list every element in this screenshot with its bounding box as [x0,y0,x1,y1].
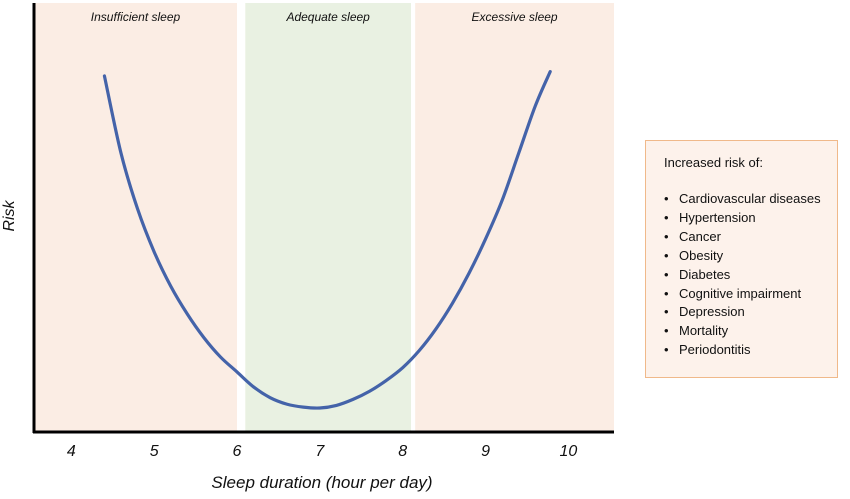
risk-item-cardiovascular: Cardiovascular diseases [664,190,827,209]
x-axis-label: Sleep duration (hour per day) [211,473,432,492]
region-excessive-sleep [415,3,614,432]
x-tick-label-8: 8 [398,443,407,460]
region-insufficient-sleep [34,3,237,432]
risk-item-periodontitis: Periodontitis [664,341,827,360]
x-tick-label-6: 6 [233,443,242,460]
y-axis-label: Risk [1,199,18,231]
sleep-risk-chart: Insufficient sleep Adequate sleep Excessiv… [0,0,850,494]
risk-item-hypertension: Hypertension [664,209,827,228]
risk-item-diabetes: Diabetes [664,266,827,285]
region-label-adequate-sleep: Adequate sleep [285,10,370,24]
regions-layer: Insufficient sleep Adequate sleep Excessiv… [34,3,614,432]
risk-item-mortality: Mortality [664,322,827,341]
risk-item-depression: Depression [664,303,827,322]
legend-title: Increased risk of: [664,155,827,170]
x-tick-label-4: 4 [67,443,76,460]
x-tick-label-7: 7 [315,443,325,460]
risk-legend-box: Increased risk of: Cardiovascular diseas… [645,140,838,378]
risk-item-obesity: Obesity [664,247,827,266]
region-label-insufficient-sleep: Insufficient sleep [91,10,181,24]
risk-item-cancer: Cancer [664,228,827,247]
x-tick-label-9: 9 [481,443,490,460]
risk-item-cognitive-impairment: Cognitive impairment [664,285,827,304]
x-tick-label-10: 10 [560,443,578,460]
x-tick-label-5: 5 [150,443,159,460]
x-ticks: 4 5 6 7 8 9 10 [67,443,578,460]
risk-list: Cardiovascular diseases Hypertension Can… [664,190,827,360]
region-label-excessive-sleep: Excessive sleep [472,10,558,24]
region-adequate-sleep [245,3,411,432]
